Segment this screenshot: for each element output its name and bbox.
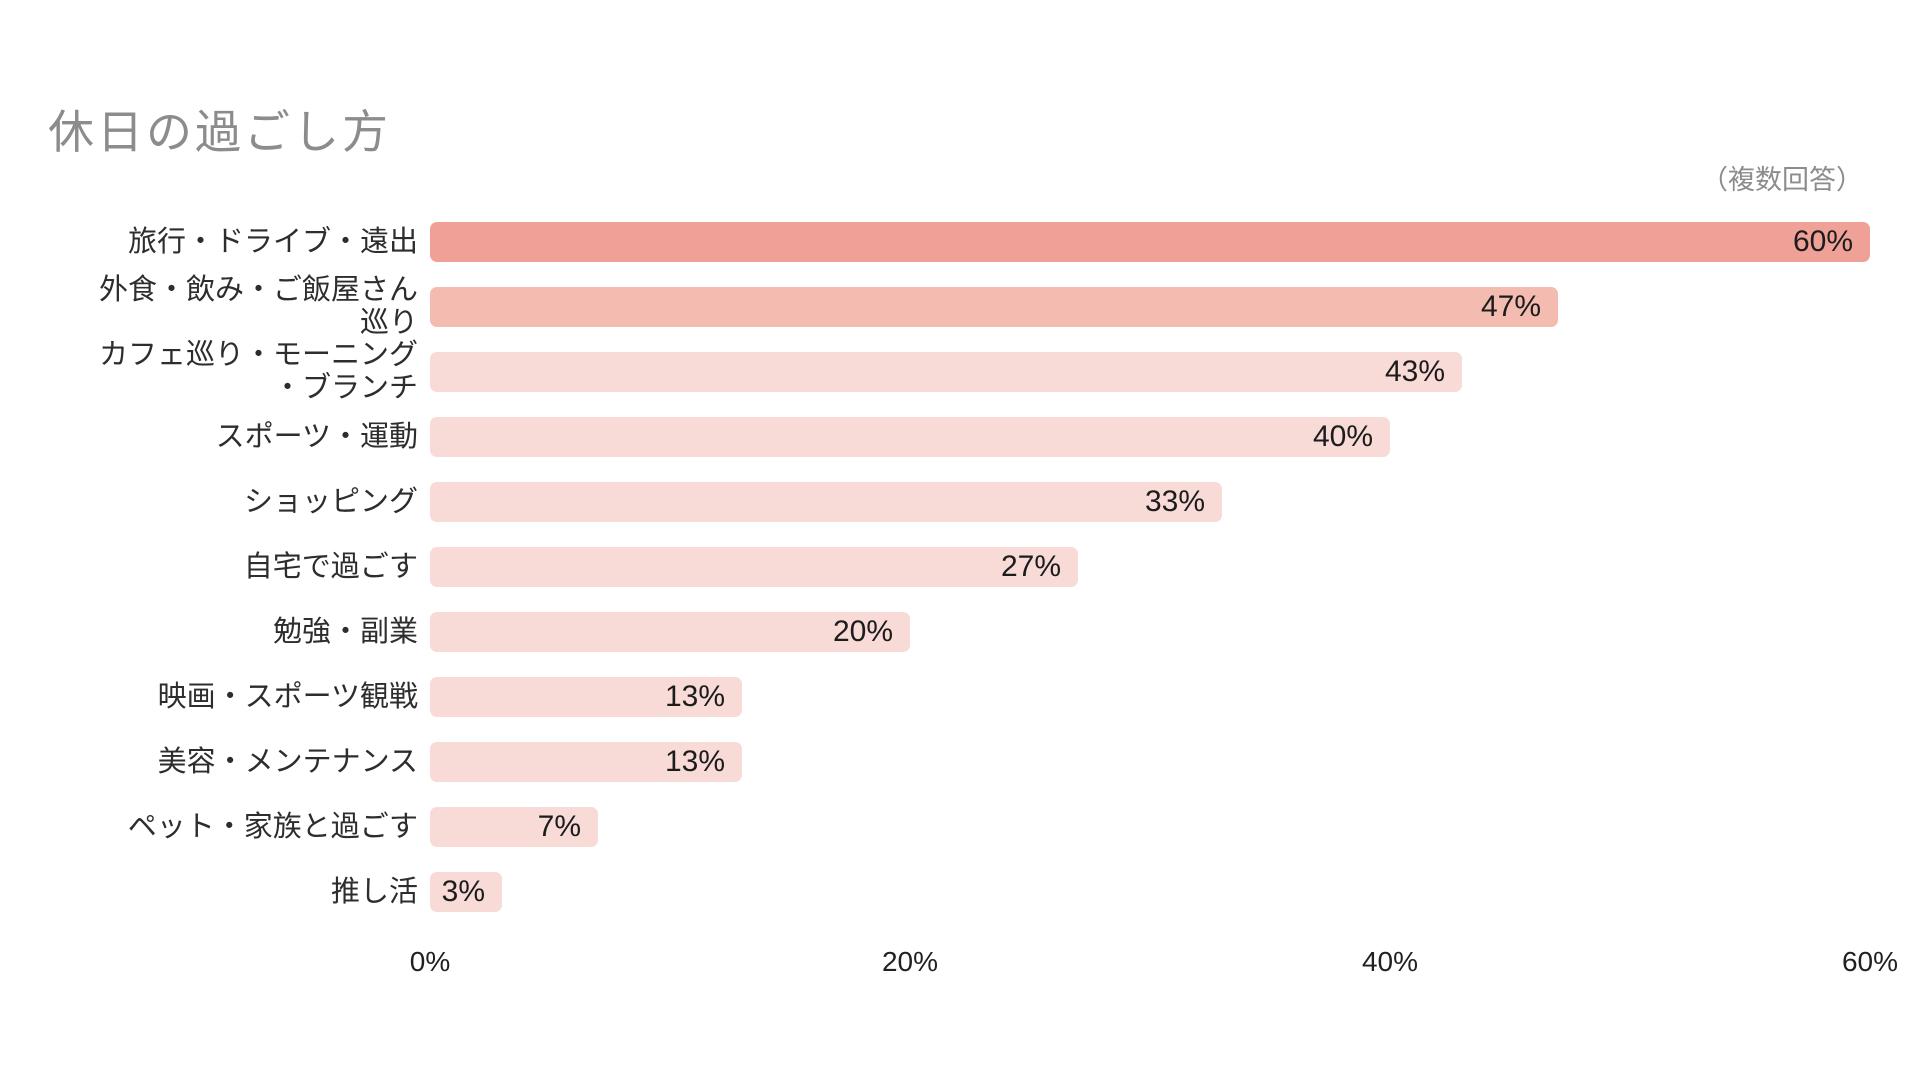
bar: 20% bbox=[430, 612, 910, 652]
category-label: カフェ巡り・モーニング ・ブランチ bbox=[98, 339, 418, 404]
x-axis-tick-label: 60% bbox=[1841, 946, 1899, 977]
bar-value-label: 33% bbox=[1144, 485, 1205, 518]
category-label: 自宅で過ごす bbox=[243, 550, 418, 583]
bar-value-label: 20% bbox=[832, 615, 893, 648]
category-label: ペット・家族と過ごす bbox=[127, 810, 418, 843]
bar: 33% bbox=[430, 482, 1222, 522]
bar: 13% bbox=[430, 677, 742, 717]
category-label: 勉強・副業 bbox=[272, 615, 418, 648]
category-label: 外食・飲み・ご飯屋さん 巡り bbox=[98, 274, 418, 339]
x-axis-tick-label: 20% bbox=[881, 946, 939, 977]
bar: 43% bbox=[430, 352, 1462, 392]
multiple-answers-note: （複数回答） bbox=[1701, 165, 1863, 195]
bar: 7% bbox=[430, 807, 598, 847]
category-label: 推し活 bbox=[330, 875, 418, 908]
bar: 47% bbox=[430, 287, 1558, 327]
bar-value-label: 3% bbox=[441, 875, 485, 908]
bar-value-label: 13% bbox=[664, 745, 725, 778]
bar: 3% bbox=[430, 872, 502, 912]
x-axis-tick-label: 40% bbox=[1361, 946, 1419, 977]
bar-value-label: 60% bbox=[1792, 225, 1853, 258]
bar-value-label: 27% bbox=[1000, 550, 1061, 583]
category-label: スポーツ・運動 bbox=[215, 420, 418, 453]
bar-value-label: 43% bbox=[1384, 355, 1445, 388]
category-label: 旅行・ドライブ・遠出 bbox=[127, 225, 418, 258]
bar-value-label: 7% bbox=[537, 810, 581, 843]
category-label: 美容・メンテナンス bbox=[157, 745, 418, 778]
bar-value-label: 13% bbox=[664, 680, 725, 713]
bar: 27% bbox=[430, 547, 1078, 587]
x-axis-tick-label: 0% bbox=[409, 946, 451, 977]
bar-value-label: 40% bbox=[1312, 420, 1373, 453]
category-label: 映画・スポーツ観戦 bbox=[157, 680, 418, 713]
bar: 13% bbox=[430, 742, 742, 782]
chart-title: 休日の過ごし方 bbox=[48, 106, 391, 158]
bar-value-label: 47% bbox=[1480, 290, 1541, 323]
bar: 60% bbox=[430, 222, 1870, 262]
category-label: ショッピング bbox=[243, 485, 418, 518]
bar: 40% bbox=[430, 417, 1390, 457]
